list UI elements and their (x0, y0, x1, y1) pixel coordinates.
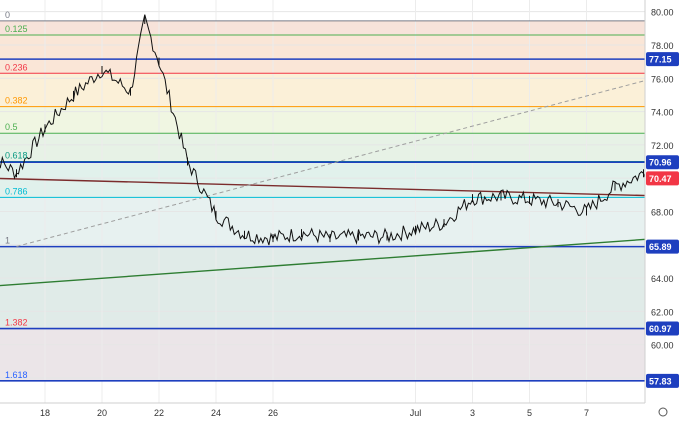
last-price-label: 70.47 (649, 174, 672, 184)
y-tick-label: 74.00 (651, 108, 674, 118)
fib-band (0, 35, 645, 73)
y-tick-label: 76.00 (651, 74, 674, 84)
x-tick-label: 24 (211, 408, 221, 418)
fib-band (0, 107, 645, 134)
x-tick-label: 5 (527, 408, 532, 418)
fib-band (0, 197, 645, 246)
fib-band (0, 246, 645, 328)
fib-band (0, 21, 645, 35)
x-tick-label: 20 (97, 408, 107, 418)
x-tick-label: 18 (40, 408, 50, 418)
level-badge-label: 77.15 (649, 55, 672, 65)
fib-label: 0.618 (5, 151, 28, 161)
fib-label: 1.382 (5, 318, 28, 328)
level-badge-label: 70.96 (649, 158, 672, 168)
fib-labels: 0 0.125 0.236 0.382 0.5 0.618 0.786 1 1.382 1.618 (5, 10, 28, 380)
fib-label: 0.382 (5, 96, 28, 106)
fib-label: 0 (5, 10, 10, 20)
fib-label: 0.786 (5, 186, 28, 196)
x-tick-label: 7 (584, 408, 589, 418)
fib-label: 1 (5, 235, 10, 245)
fib-bands (0, 21, 645, 381)
x-tick-label: 3 (470, 408, 475, 418)
y-tick-label: 64.00 (651, 274, 674, 284)
x-tick-label: Jul (410, 408, 422, 418)
x-tick-label: 26 (268, 408, 278, 418)
x-axis: 18 20 22 24 26 Jul 3 5 7 (0, 403, 667, 422)
fib-label: 0.5 (5, 122, 18, 132)
fib-label: 0.236 (5, 62, 28, 72)
level-badge-label: 60.97 (649, 324, 672, 334)
y-tick-label: 68.00 (651, 207, 674, 217)
fib-label: 0.125 (5, 24, 28, 34)
y-tick-label: 78.00 (651, 41, 674, 51)
fib-band (0, 162, 645, 198)
fib-label: 1.618 (5, 370, 28, 380)
y-tick-label: 72.00 (651, 141, 674, 151)
y-tick-label: 62.00 (651, 307, 674, 317)
y-tick-label: 80.00 (651, 8, 674, 18)
level-badge-label: 57.83 (649, 376, 672, 386)
x-tick-label: 22 (154, 408, 164, 418)
fib-band (0, 133, 645, 161)
y-axis: 80.0078.0076.0074.0072.0070.0068.0066.00… (645, 0, 680, 422)
y-tick-label: 60.00 (651, 341, 674, 351)
fib-band (0, 329, 645, 381)
level-badge-label: 65.89 (649, 242, 672, 252)
